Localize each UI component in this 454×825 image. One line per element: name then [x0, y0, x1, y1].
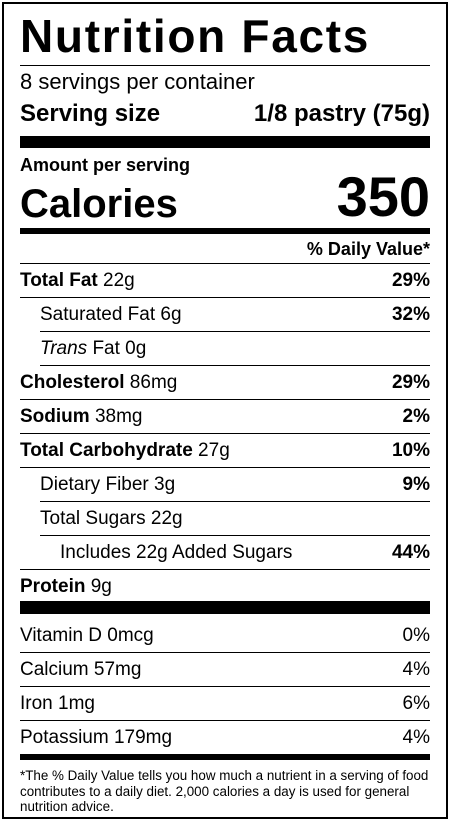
nutrient-label: Total Sugars 22g	[40, 507, 183, 529]
thick-divider	[20, 136, 430, 148]
nutrient-amount: 86mg	[124, 371, 178, 393]
nutrient-dv: 10%	[391, 439, 430, 461]
serving-size-row: Serving size 1/8 pastry (75g)	[20, 100, 430, 128]
nutrient-row-dietary-fiber: Dietary Fiber 3g 9%	[40, 468, 430, 502]
servings-per-container: 8 servings per container	[20, 69, 255, 94]
nutrient-label: Sodium	[20, 405, 90, 427]
calories-label: Calories	[20, 182, 178, 226]
vitamin-row: Potassium 179mg 4%	[20, 721, 430, 754]
vitamin-dv: 4%	[402, 726, 430, 748]
nutrient-dv: 2%	[402, 405, 430, 427]
nutrient-amount: 38mg	[89, 405, 143, 427]
nutrient-row-cholesterol: Cholesterol 86mg 29%	[20, 366, 430, 400]
nutrient-row-protein: Protein 9g	[20, 570, 430, 603]
vitamin-list: Vitamin D 0mcg 0% Calcium 57mg 4% Iron 1…	[20, 619, 430, 754]
nutrition-facts-label: Nutrition Facts 8 servings per container…	[2, 2, 448, 819]
amount-per-serving: Amount per serving	[20, 155, 191, 175]
divider	[20, 65, 430, 66]
vitamin-label: Vitamin D 0mcg	[20, 624, 154, 646]
nutrient-amount: Fat 0g	[87, 337, 147, 359]
thick-divider	[20, 601, 430, 614]
nutrient-row-saturated-fat: Saturated Fat 6g 32%	[40, 298, 430, 332]
daily-value-header: % Daily Value*	[306, 239, 430, 259]
nutrient-dv: 9%	[402, 473, 430, 495]
footnote: *The % Daily Value tells you how much a …	[20, 768, 429, 814]
nutrient-amount: 27g	[192, 439, 230, 461]
serving-size-label: Serving size	[20, 100, 161, 127]
nutrient-row-total-fat: Total Fat 22g 29%	[20, 264, 430, 298]
vitamin-dv: 0%	[402, 624, 430, 646]
nutrient-label: Includes 22g Added Sugars	[60, 541, 293, 563]
nutrient-dv: 44%	[391, 541, 430, 563]
medium-divider	[20, 754, 430, 760]
vitamin-row: Calcium 57mg 4%	[20, 653, 430, 687]
nutrient-amount: 22g	[97, 269, 135, 291]
nutrient-label: Protein	[20, 575, 86, 597]
label-title: Nutrition Facts	[20, 10, 371, 62]
serving-size-value: 1/8 pastry (75g)	[253, 100, 430, 127]
calories-row: Calories 350	[20, 165, 430, 228]
nutrient-label: Dietary Fiber 3g	[40, 473, 176, 495]
vitamin-label: Calcium 57mg	[20, 658, 142, 680]
nutrient-label: Trans	[40, 337, 88, 359]
divider	[20, 263, 430, 264]
nutrient-row-trans-fat: Trans Fat 0g	[40, 332, 430, 366]
vitamin-dv: 4%	[402, 658, 430, 680]
nutrient-label: Total Fat	[20, 269, 98, 291]
nutrient-amount: 9g	[85, 575, 112, 597]
nutrient-list: Total Fat 22g 29% Saturated Fat 6g 32% T…	[20, 264, 430, 603]
nutrient-label: Saturated Fat 6g	[40, 303, 182, 325]
nutrient-dv: 29%	[391, 371, 430, 393]
nutrient-label: Cholesterol	[20, 371, 125, 393]
vitamin-row: Vitamin D 0mcg 0%	[20, 619, 430, 653]
nutrient-row-added-sugars: Includes 22g Added Sugars 44%	[20, 536, 430, 570]
nutrient-row-total-carbohydrate: Total Carbohydrate 27g 10%	[20, 434, 430, 468]
vitamin-row: Iron 1mg 6%	[20, 687, 430, 721]
nutrient-label: Total Carbohydrate	[20, 439, 193, 461]
nutrient-dv: 32%	[391, 303, 430, 325]
vitamin-dv: 6%	[402, 692, 430, 714]
calories-value: 350	[336, 165, 430, 228]
nutrient-row-sodium: Sodium 38mg 2%	[20, 400, 430, 434]
vitamin-label: Potassium 179mg	[20, 726, 173, 748]
vitamin-label: Iron 1mg	[20, 692, 95, 714]
medium-divider	[20, 228, 430, 234]
nutrient-row-total-sugars: Total Sugars 22g	[40, 502, 430, 536]
nutrient-dv: 29%	[391, 269, 430, 291]
